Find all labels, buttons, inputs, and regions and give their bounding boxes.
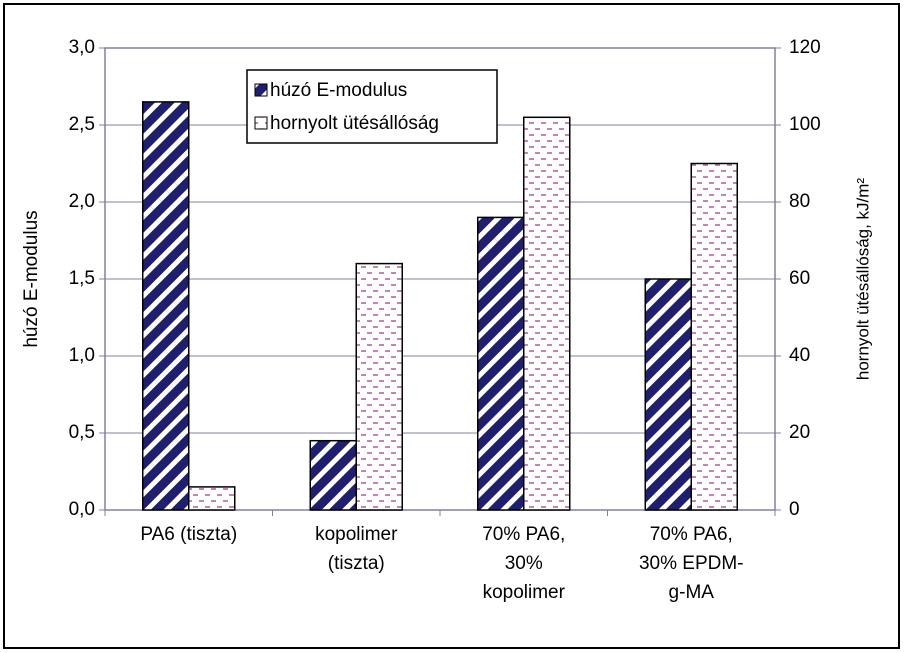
y-tick-label: 1,5 (69, 268, 95, 289)
bar (355, 262, 403, 511)
bar (644, 278, 692, 511)
y2-axis-title: hornyolt ütésállóság, kJ/m² (853, 178, 872, 381)
y2-tick-label: 20 (789, 422, 810, 443)
legend-swatch (254, 83, 268, 97)
bar (690, 162, 738, 511)
bar (142, 101, 190, 511)
bar (309, 439, 357, 511)
y2-tick-label: 40 (789, 345, 810, 366)
bar (523, 116, 571, 511)
legend-box (246, 69, 498, 144)
y2-tick-label: 100 (789, 114, 821, 135)
y2-tick-label: 60 (789, 268, 810, 289)
y2-tick-label: 0 (789, 499, 800, 520)
x-tick-label: kopolimer (tiszta) (315, 524, 398, 574)
y-tick-label: 0,0 (69, 499, 95, 520)
x-tick-label: 70% PA6, 30% kopolimer (482, 524, 566, 603)
legend-label: hornyolt ütésállóság (270, 113, 439, 134)
y2-tick-label: 80 (789, 191, 810, 212)
y-tick-label: 2,5 (69, 114, 95, 135)
y2-tick-label: 120 (789, 37, 821, 58)
legend-label: húzó E-modulus (270, 80, 407, 101)
x-tick-label: PA6 (tiszta) (140, 524, 238, 545)
y-axis-title: húzó E-modulus (21, 210, 42, 347)
legend-swatch (254, 116, 268, 130)
x-tick-label: 70% PA6, 30% EPDM-g-MA (638, 524, 744, 603)
y-tick-label: 3,0 (69, 37, 95, 58)
y-tick-label: 1,0 (69, 345, 95, 366)
y-tick-label: 0,5 (69, 422, 95, 443)
bar (477, 216, 525, 511)
bar (188, 486, 236, 511)
y-tick-label: 2,0 (69, 191, 95, 212)
